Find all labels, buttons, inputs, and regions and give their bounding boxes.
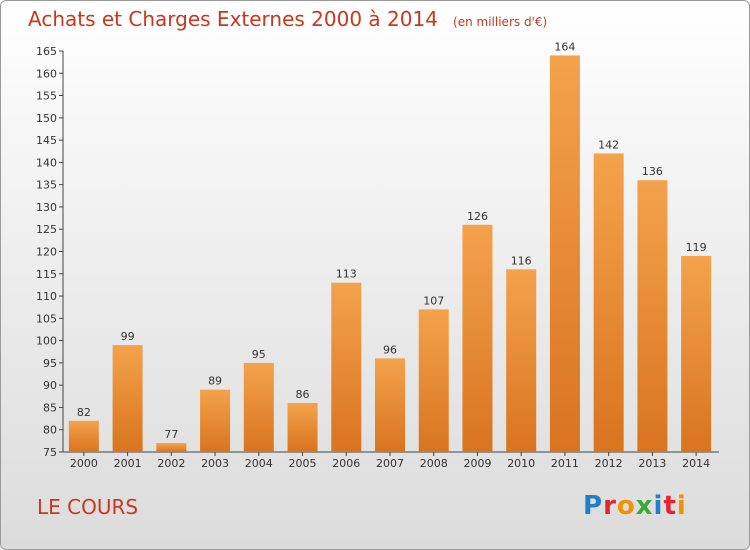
x-tick-label-2001: 2001	[114, 457, 142, 470]
value-label-2003: 89	[208, 375, 222, 388]
y-tick-label: 165	[36, 45, 57, 58]
chart-title: Achats et Charges Externes 2000 à 2014	[28, 7, 438, 31]
x-tick-label-2005: 2005	[289, 457, 317, 470]
value-label-2002: 77	[164, 428, 178, 441]
y-tick-label: 120	[36, 246, 57, 259]
x-tick-label-2007: 2007	[376, 457, 404, 470]
y-tick-label: 125	[36, 223, 57, 236]
chart-axes: 75 80 85 90 95 100 105 110 115 120 125 130 135 140 145…	[36, 45, 719, 470]
value-label-2004: 95	[252, 348, 266, 361]
logo-letter: x	[635, 491, 654, 521]
x-tick-label-2013: 2013	[638, 457, 666, 470]
proxiti-logo[interactable]: Proxiti	[583, 491, 687, 521]
x-tick-label-2008: 2008	[420, 457, 448, 470]
value-label-2001: 99	[121, 330, 135, 343]
bar-2005	[287, 402, 318, 452]
bar-2014	[681, 255, 712, 452]
bar-2000	[68, 420, 99, 452]
logo-letter: P	[583, 491, 604, 521]
value-label-2010: 116	[511, 254, 532, 267]
y-tick-label: 95	[43, 357, 57, 370]
value-label-2012: 142	[598, 138, 619, 151]
x-tick-label-2010: 2010	[507, 457, 535, 470]
y-tick-label: 85	[43, 401, 57, 414]
x-tick-label-2011: 2011	[551, 457, 579, 470]
y-tick-label: 145	[36, 134, 57, 147]
y-tick-label: 80	[43, 424, 57, 437]
y-tick-label: 105	[36, 312, 57, 325]
logo-letter: o	[616, 491, 636, 521]
value-label-2008: 107	[423, 294, 444, 307]
chart-bars: 82 99 77 89 95 86 113 96 107 126 116 164 142 136 119	[68, 40, 712, 452]
y-tick-label: 75	[43, 446, 57, 459]
bar-2010	[506, 269, 537, 452]
y-tick-label: 140	[36, 156, 57, 169]
logo-letter: i	[653, 491, 664, 521]
bar-2011	[549, 55, 580, 452]
y-tick-label: 90	[43, 379, 57, 392]
bar-2013	[637, 180, 668, 452]
chart-title-block: Achats et Charges Externes 2000 à 2014 (…	[28, 7, 547, 31]
logo-letter: r	[603, 491, 617, 521]
x-tick-label-2009: 2009	[463, 457, 491, 470]
y-tick-label: 160	[36, 67, 57, 80]
y-tick-label: 150	[36, 112, 57, 125]
bar-2002	[156, 443, 187, 452]
x-tick-label-2006: 2006	[332, 457, 360, 470]
x-tick-label-2000: 2000	[70, 457, 98, 470]
y-tick-label: 115	[36, 268, 57, 281]
y-tick-label: 155	[36, 90, 57, 103]
logo-letter: i	[676, 491, 687, 521]
chart-unit: (en milliers d'€)	[453, 15, 548, 29]
value-label-2006: 113	[336, 268, 357, 281]
bar-2001	[112, 345, 143, 452]
value-label-2011: 164	[554, 40, 575, 53]
logo-letter: t	[663, 491, 677, 521]
x-tick-label-2004: 2004	[245, 457, 273, 470]
value-label-2014: 119	[686, 241, 707, 254]
x-tick-label-2002: 2002	[157, 457, 185, 470]
value-label-2000: 82	[77, 406, 91, 419]
bar-2009	[462, 224, 493, 452]
y-tick-label: 130	[36, 201, 57, 214]
bar-2004	[243, 362, 274, 452]
commune-name: LE COURS	[37, 495, 139, 519]
x-tick-label-2003: 2003	[201, 457, 229, 470]
bar-2008	[418, 309, 449, 452]
bar-2012	[593, 153, 624, 452]
x-tick-label-2014: 2014	[682, 457, 710, 470]
bar-2007	[375, 358, 405, 452]
bar-2006	[331, 282, 362, 452]
y-tick-label: 100	[36, 335, 57, 348]
y-tick-label: 135	[36, 179, 57, 192]
bar-2003	[200, 389, 231, 452]
y-tick-label: 110	[36, 290, 57, 303]
value-label-2009: 126	[467, 210, 488, 223]
value-label-2007: 96	[383, 343, 397, 356]
value-label-2013: 136	[642, 165, 663, 178]
value-label-2005: 86	[296, 388, 310, 401]
x-tick-label-2012: 2012	[595, 457, 623, 470]
